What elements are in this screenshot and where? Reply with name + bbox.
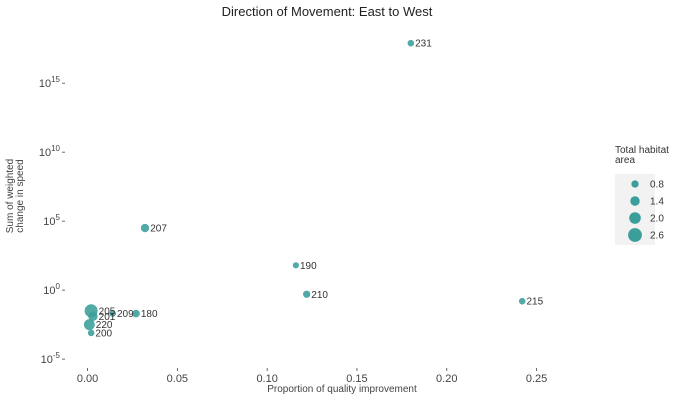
data-points [83, 39, 526, 337]
x-axis-ticks: 0.00 0.05 0.10 0.15 0.20 0.25 [77, 368, 547, 385]
size-legend: Total habitat area 0.8 1.4 2.0 2.6 [615, 145, 669, 245]
legend-key-label: 2.0 [650, 214, 664, 225]
data-point [109, 310, 116, 317]
legend-title-line-1: Total habitat [615, 145, 669, 156]
y-tick-label: 100 [43, 282, 60, 297]
legend-key-circle [629, 212, 641, 224]
point-label: 190 [300, 261, 317, 272]
data-point [87, 329, 95, 337]
legend-key-label: 1.4 [650, 197, 664, 208]
y-tick-label: 1015 [39, 75, 61, 90]
point-label: 215 [526, 297, 543, 308]
y-axis-title-line-2: change in speed [15, 159, 26, 232]
legend-key-label: 0.8 [650, 180, 664, 191]
point-label: 200 [95, 328, 112, 339]
point-label: 220 [96, 320, 113, 331]
legend-key-label: 2.6 [650, 231, 664, 242]
data-point [292, 262, 299, 269]
x-tick-label: 0.15 [346, 373, 367, 385]
legend-key-circle [630, 196, 640, 206]
x-tick-label: 0.25 [526, 373, 547, 385]
y-axis-ticks: 10-5 100 105 1010 1015 [39, 75, 65, 366]
data-point [132, 309, 140, 318]
point-label: 205 [99, 306, 116, 317]
legend-key-circle [628, 228, 642, 242]
x-axis-title: Proportion of quality improvement [267, 384, 417, 395]
point-label: 209 [117, 309, 134, 320]
point-label: 180 [141, 309, 158, 320]
legend-key-circle [631, 180, 639, 188]
x-tick-label: 0.10 [256, 373, 277, 385]
legend-title-line-2: area [615, 155, 635, 166]
data-point [83, 319, 95, 331]
point-label: 210 [311, 290, 328, 301]
point-label: 231 [415, 39, 432, 50]
y-axis-title: Sum of weighted change in speed [5, 159, 26, 234]
legend-items: 0.8 1.4 2.0 2.6 [615, 174, 664, 245]
data-point [88, 311, 98, 322]
data-point [303, 290, 311, 298]
chart-title: Direction of Movement: East to West [222, 4, 433, 19]
y-axis-title-line-1: Sum of weighted [5, 159, 16, 234]
y-tick-label: 105 [43, 213, 60, 228]
y-tick-label: 1010 [39, 144, 61, 159]
data-point [140, 223, 150, 233]
data-point [407, 39, 415, 47]
y-tick-label: 10-5 [41, 351, 61, 366]
x-tick-label: 0.00 [77, 373, 98, 385]
data-point [518, 297, 526, 305]
point-label: 207 [150, 224, 167, 235]
point-label: 201 [99, 312, 116, 323]
x-tick-label: 0.05 [167, 373, 188, 385]
x-tick-label: 0.20 [436, 373, 457, 385]
